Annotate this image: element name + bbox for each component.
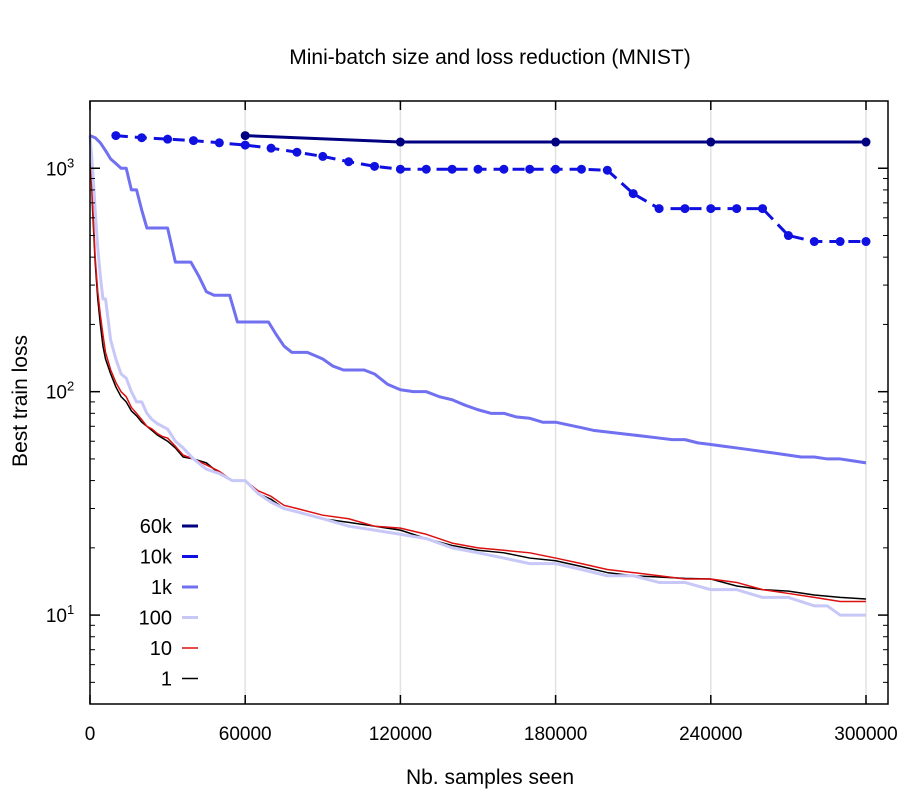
series-marker-10k [318, 151, 328, 161]
series-line-10 [89, 135, 866, 603]
legend-label-60k: 60k [140, 516, 173, 538]
y-axis-label: Best train loss [9, 335, 32, 467]
series-marker-10k [395, 164, 405, 174]
series-marker-10k [525, 164, 535, 174]
series-marker-10k [111, 131, 121, 141]
series-marker-10k [240, 140, 250, 150]
x-tick-label: 120000 [369, 724, 432, 745]
x-axis-label: Nb. samples seen [406, 766, 574, 789]
plot-frame [89, 100, 889, 705]
series-marker-10k [602, 165, 612, 175]
series-marker-10k [551, 164, 561, 174]
legend-label-1: 1 [161, 669, 172, 691]
grid [244, 101, 867, 704]
legend-label-10: 10 [150, 638, 172, 660]
series-marker-10k [809, 237, 819, 247]
x-tick-label: 0 [85, 724, 96, 745]
legend-label-10k: 10k [140, 547, 173, 569]
chart-title: Mini-batch size and loss reduction (MNIS… [289, 46, 690, 69]
series-marker-10k [137, 133, 147, 143]
x-tick-label: 300000 [834, 724, 897, 745]
series-marker-10k [499, 164, 509, 174]
series-line-100 [88, 135, 866, 617]
series-marker-10k [732, 204, 742, 214]
series-marker-10k [576, 164, 586, 174]
series-marker-10k [783, 231, 793, 241]
series-marker-10k [163, 134, 173, 144]
legend-label-1k: 1k [151, 577, 173, 599]
series-marker-10k [344, 157, 354, 167]
series-marker-10k [654, 204, 664, 214]
series-line-1k [89, 134, 867, 465]
series-marker-10k [421, 164, 431, 174]
x-tick-label: 180000 [524, 724, 587, 745]
series-marker-60k [395, 137, 405, 147]
series-marker-10k [758, 204, 768, 214]
series-marker-60k [706, 137, 716, 147]
plot-series [88, 131, 871, 617]
legend: 60k 10k 1k 100 10 1 [139, 516, 198, 691]
series-marker-10k [706, 204, 716, 214]
series-line-10k [115, 134, 866, 244]
series-marker-60k [240, 131, 250, 141]
series-marker-10k [266, 143, 276, 153]
series-marker-10k [447, 164, 457, 174]
series-marker-10k [292, 147, 302, 157]
y-tick-label: 103 [46, 155, 74, 180]
series-marker-10k [861, 237, 871, 247]
series-marker-10k [188, 136, 198, 146]
series-line-1 [89, 135, 867, 600]
series-marker-10k [370, 161, 380, 171]
series-marker-10k [835, 237, 845, 247]
x-tick-label: 60000 [219, 724, 272, 745]
series-marker-10k [214, 138, 224, 148]
legend-label-100: 100 [139, 608, 172, 630]
y-tick-label: 101 [46, 602, 74, 627]
series-marker-10k [680, 204, 690, 214]
x-tick-label: 240000 [679, 724, 742, 745]
series-marker-10k [473, 164, 483, 174]
y-tick-label: 102 [46, 379, 74, 404]
series-marker-10k [628, 189, 638, 199]
series-marker-60k [551, 137, 561, 147]
series-marker-60k [861, 137, 871, 147]
